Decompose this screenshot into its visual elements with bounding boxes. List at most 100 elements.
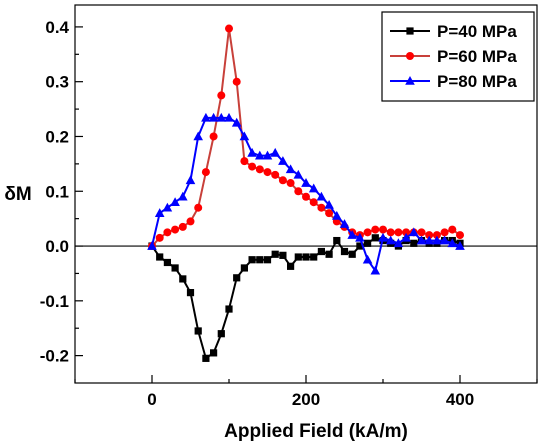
- legend-label: P=80 MPa: [437, 72, 517, 91]
- data-point: [301, 178, 311, 187]
- data-point: [239, 131, 250, 141]
- data-point: [209, 132, 218, 141]
- data-point: [339, 219, 350, 228]
- data-point: [202, 354, 210, 362]
- x-axis-title: Applied Field (kA/m): [224, 421, 408, 442]
- data-point: [179, 275, 187, 283]
- legend-label: P=60 MPa: [437, 47, 517, 66]
- data-point: [278, 176, 287, 185]
- data-point: [432, 231, 441, 240]
- data-point: [208, 112, 219, 122]
- data-point: [225, 305, 233, 313]
- series-3: [147, 112, 465, 275]
- data-point: [163, 258, 171, 267]
- data-point: [364, 239, 372, 247]
- data-point: [194, 327, 202, 335]
- data-point: [294, 187, 303, 196]
- data-point: [263, 168, 272, 177]
- data-point: [378, 232, 388, 242]
- data-point: [363, 228, 372, 237]
- data-point: [210, 349, 218, 357]
- data-point: [240, 264, 248, 272]
- data-point: [402, 228, 411, 237]
- data-point: [355, 232, 365, 242]
- data-point: [333, 236, 341, 245]
- data-point: [247, 147, 257, 157]
- data-point: [302, 253, 310, 261]
- data-point: [424, 235, 434, 245]
- data-point: [255, 150, 265, 160]
- data-point: [147, 241, 157, 250]
- legend-item: P=60 MPa: [390, 47, 517, 66]
- x-tick-label: 0: [147, 390, 156, 409]
- data-point: [171, 264, 179, 272]
- data-point: [201, 168, 210, 177]
- legend-swatch-marker: [406, 27, 414, 35]
- data-point: [317, 247, 325, 256]
- legend-label: P=40 MPa: [437, 22, 517, 41]
- data-point: [356, 242, 364, 250]
- data-point: [401, 232, 411, 242]
- data-point: [386, 228, 395, 237]
- data-point: [416, 235, 427, 245]
- x-tick-group: 0 200 400: [74, 375, 538, 409]
- data-point: [271, 250, 279, 258]
- x-tick-label: 200: [292, 390, 320, 409]
- data-point: [240, 157, 249, 166]
- y-tick-label: 0.4: [45, 18, 69, 37]
- data-point: [216, 112, 227, 122]
- data-point: [439, 235, 450, 245]
- y-tick-label: 0.1: [45, 182, 69, 201]
- data-point: [171, 225, 180, 234]
- data-point: [316, 191, 327, 201]
- data-point: [270, 147, 280, 157]
- data-point: [432, 235, 442, 245]
- data-point: [231, 117, 242, 127]
- y-tick-label: -0.2: [40, 347, 69, 366]
- legend: P=40 MPa P=60 MPa P=80 MPa: [381, 11, 535, 102]
- data-point: [248, 256, 256, 264]
- y-tick-label: 0.3: [45, 73, 69, 92]
- legend-item: P=80 MPa: [390, 72, 517, 91]
- data-point: [325, 209, 334, 218]
- data-point: [262, 150, 273, 160]
- data-point: [170, 197, 180, 207]
- data-point: [425, 231, 434, 240]
- data-point: [409, 227, 419, 237]
- data-point: [255, 165, 264, 174]
- data-point: [340, 247, 349, 256]
- data-point: [308, 183, 319, 193]
- data-point: [417, 228, 426, 237]
- data-point: [162, 202, 173, 212]
- y-tick-label: 0.2: [45, 127, 69, 146]
- data-point: [347, 230, 357, 239]
- legend-swatch-marker: [406, 52, 414, 60]
- data-point: [186, 217, 195, 226]
- data-point: [263, 256, 272, 264]
- data-point: [256, 256, 264, 264]
- y-tick-group: -0.2 -0.1 0.0 0.1 0.2 0.3 0.4: [40, 18, 83, 366]
- data-point: [178, 191, 188, 201]
- y-tick-label: -0.1: [40, 292, 69, 311]
- data-point: [233, 274, 241, 282]
- data-point: [185, 175, 196, 185]
- data-point: [293, 169, 304, 179]
- data-point: [155, 233, 164, 242]
- data-point: [309, 198, 318, 207]
- series-layer: [147, 24, 465, 362]
- y-tick-label: 0.0: [45, 237, 69, 256]
- data-point: [371, 234, 379, 242]
- data-point: [410, 239, 418, 247]
- data-point: [232, 77, 241, 86]
- series-1: [148, 234, 464, 362]
- data-point: [302, 192, 310, 201]
- data-point: [186, 289, 195, 297]
- data-point: [447, 238, 458, 248]
- data-point: [379, 225, 387, 234]
- legend-swatch-marker: [405, 76, 415, 85]
- data-point: [310, 253, 318, 261]
- data-point: [278, 156, 288, 165]
- data-point: [225, 24, 233, 33]
- data-point: [362, 254, 373, 264]
